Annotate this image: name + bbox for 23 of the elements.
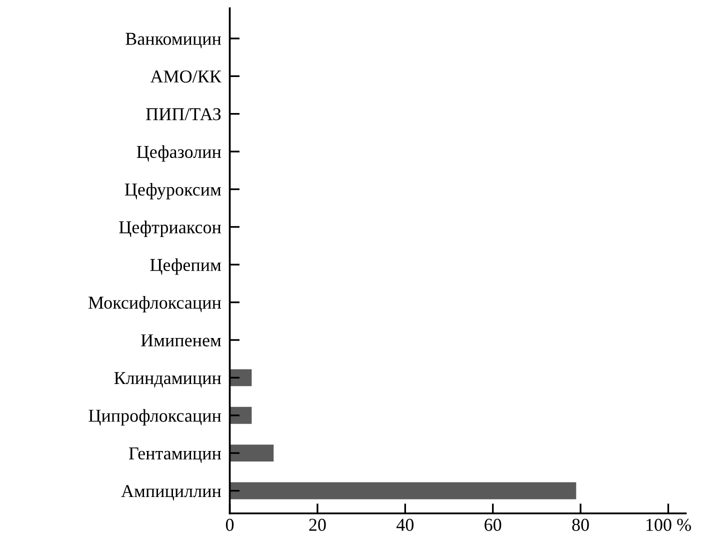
x-tick-label: 100 %	[646, 518, 691, 531]
x-tick-label: 0	[226, 518, 234, 531]
y-tick-label: Цефепим	[150, 258, 222, 275]
x-tick-label: 20	[309, 518, 326, 531]
y-tick-label: Моксифлоксацин	[88, 296, 222, 312]
bar	[230, 482, 576, 500]
y-tick-label: Клиндамицин	[114, 372, 222, 388]
y-tick-label: Цефазолин	[136, 145, 222, 162]
y-tick-label: Ванкомицин	[126, 32, 222, 48]
y-tick-label: Цефуроксим	[124, 182, 222, 200]
y-tick-label: Гентамицин	[129, 448, 222, 463]
x-tick-label: 80	[572, 518, 589, 531]
y-tick-label: ПИП/ТАЗ	[146, 108, 221, 120]
x-tick-label: 40	[396, 518, 414, 531]
y-tick-label: Ампициллин	[121, 485, 222, 501]
bar	[230, 444, 274, 462]
x-tick-label: 60	[484, 518, 502, 531]
bar	[230, 406, 252, 424]
y-tick-label: Цефтриаксон	[119, 220, 222, 238]
y-tick-label: Ципрофлоксацин	[88, 409, 222, 426]
y-tick-label: Имипенем	[141, 334, 222, 346]
y-tick-label: АМО/КК	[150, 70, 222, 83]
bar	[230, 369, 252, 386]
